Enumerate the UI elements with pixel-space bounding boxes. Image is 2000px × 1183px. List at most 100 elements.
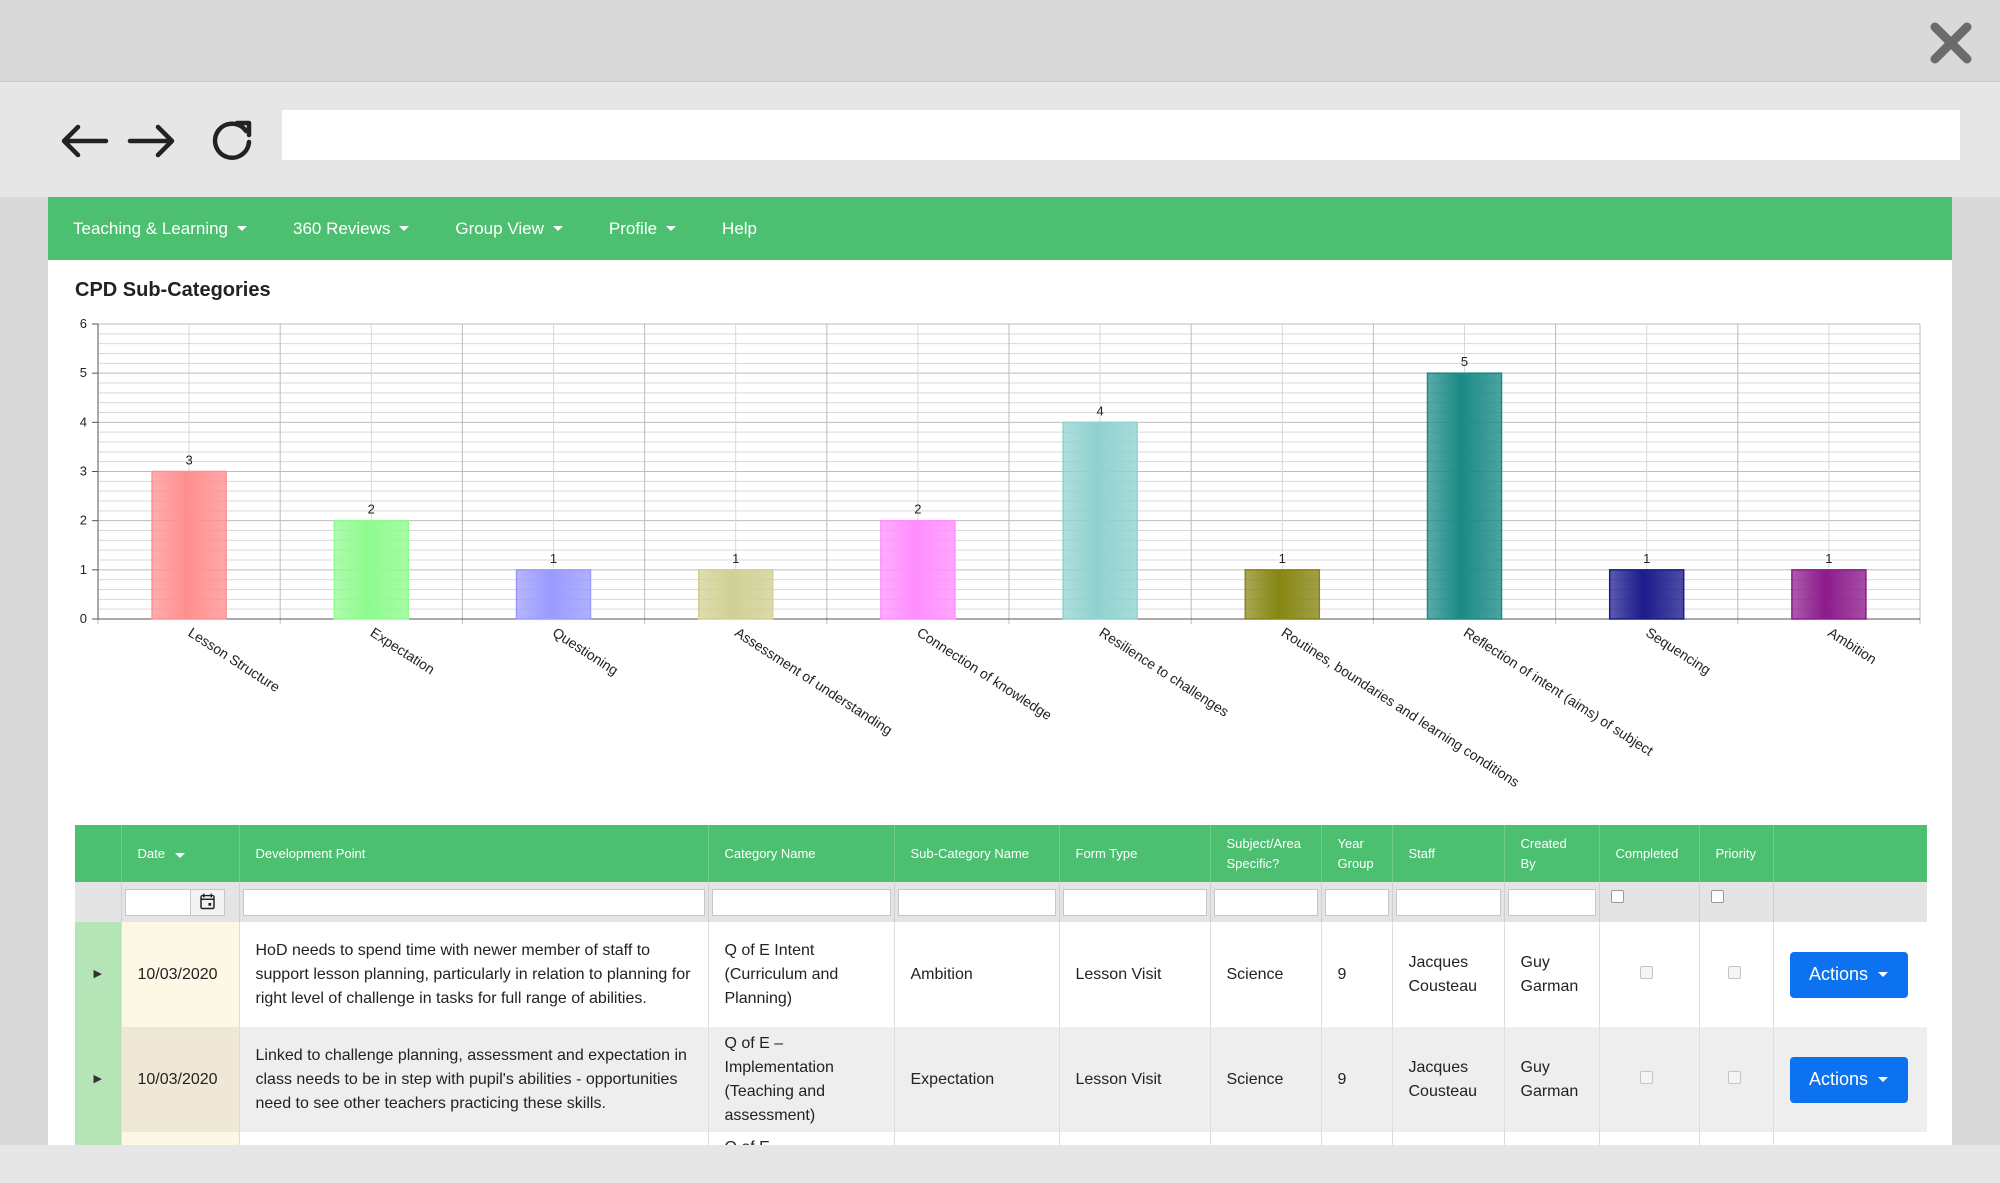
col-date[interactable]: Date	[121, 825, 240, 882]
filter-year-group	[1321, 882, 1393, 922]
cell-category: Q of E Intent (Curriculum and Planning)	[708, 922, 895, 1027]
completed-checkbox[interactable]	[1639, 1070, 1653, 1084]
col-development-point[interactable]: Development Point	[239, 825, 709, 882]
cell-created-by	[1504, 1132, 1600, 1145]
cell-completed	[1599, 1132, 1700, 1145]
menu-help[interactable]: Help	[722, 219, 757, 239]
expand-row-icon[interactable]: ▶	[75, 922, 122, 1027]
filter-subject	[1210, 882, 1322, 922]
cell-actions: Actions	[1773, 1027, 1927, 1132]
calendar-icon[interactable]	[190, 888, 225, 916]
bar	[1426, 372, 1503, 620]
col-year-group[interactable]: Year Group	[1321, 825, 1393, 882]
filter-category-input[interactable]	[711, 888, 891, 916]
menu-group-view[interactable]: Group View	[455, 219, 563, 239]
filter-completed	[1599, 882, 1700, 922]
data-table: Date Development Point Category Name Sub…	[75, 825, 1927, 1145]
cell-completed	[1599, 1027, 1700, 1132]
bar-value-label: 1	[1825, 551, 1832, 566]
col-priority[interactable]: Priority	[1699, 825, 1774, 882]
bar	[1062, 421, 1138, 620]
priority-checkbox[interactable]	[1727, 1070, 1741, 1084]
bar	[697, 569, 774, 620]
caret-down-icon	[552, 226, 563, 231]
category-label: Assessment of understanding	[732, 624, 895, 738]
back-arrow-icon[interactable]	[58, 115, 110, 167]
bar-value-label: 1	[1279, 551, 1286, 566]
window-bottom-edge	[0, 1145, 2000, 1183]
category-label: Connection of knowledge	[914, 624, 1055, 723]
cell-development-point: Linked to challenge planning, assessment…	[239, 1027, 709, 1132]
col-form-type[interactable]: Form Type	[1059, 825, 1211, 882]
bar	[880, 519, 956, 620]
actions-button[interactable]: Actions	[1789, 1056, 1908, 1103]
bar-value-label: 5	[1461, 354, 1468, 369]
main-menu: Teaching & Learning 360 Reviews Group Vi…	[48, 197, 1952, 260]
menu-360-reviews[interactable]: 360 Reviews	[293, 219, 410, 239]
filter-subject-input[interactable]	[1213, 888, 1318, 916]
category-label: Expectation	[368, 624, 438, 677]
page-content: Teaching & Learning 360 Reviews Group Vi…	[48, 197, 1952, 1145]
completed-checkbox[interactable]	[1639, 965, 1653, 979]
cell-completed	[1599, 922, 1700, 1027]
filter-form-type	[1059, 882, 1211, 922]
bar-chart: 0 1 2 3 4 5 6 3 Lesson Structure 2 Expectation 1 Que…	[80, 316, 1921, 790]
caret-down-icon	[399, 226, 410, 231]
filter-development-point-input[interactable]	[242, 888, 705, 916]
bar-value-label: 2	[368, 502, 375, 517]
menu-profile[interactable]: Profile	[608, 218, 677, 239]
filter-year-group-input[interactable]	[1324, 888, 1389, 916]
bar-value-label: 1	[550, 551, 557, 566]
col-sub-category-name[interactable]: Sub-Category Name	[894, 825, 1060, 882]
filter-sub-category-input[interactable]	[897, 888, 1056, 916]
caret-down-icon	[1878, 1077, 1889, 1082]
expand-row-icon[interactable]: ▶	[75, 1027, 122, 1132]
menu-item-label: Help	[722, 218, 758, 238]
menu-item-label: Profile	[608, 218, 658, 238]
col-completed[interactable]: Completed	[1599, 825, 1700, 882]
filter-created-by-input[interactable]	[1507, 888, 1596, 916]
table-row: ▶ 10/03/2020 HoD needs to spend time wit…	[75, 922, 1927, 1027]
actions-button[interactable]: Actions	[1789, 951, 1908, 998]
filter-form-type-input[interactable]	[1062, 888, 1207, 916]
col-created-by[interactable]: Created By	[1504, 825, 1600, 882]
bar-value-label: 4	[1096, 403, 1103, 418]
priority-checkbox[interactable]	[1727, 965, 1741, 979]
cell-date: 10/03/2020	[121, 922, 240, 1027]
filter-priority	[1699, 882, 1774, 922]
filter-date	[121, 882, 240, 922]
y-tick-label: 6	[80, 316, 87, 331]
col-category-name[interactable]: Category Name	[708, 825, 895, 882]
cell-staff: Jacques Cousteau	[1392, 1027, 1505, 1132]
y-tick-label: 5	[80, 365, 87, 380]
filter-priority-checkbox[interactable]	[1710, 889, 1724, 903]
expand-row-icon[interactable]: ▶	[75, 1132, 122, 1145]
forward-arrow-icon[interactable]	[126, 115, 178, 167]
cell-created-by: Guy Garman	[1504, 922, 1600, 1027]
filter-completed-checkbox[interactable]	[1610, 889, 1624, 903]
col-subject-area[interactable]: Subject/Area Specific?	[1210, 825, 1322, 882]
cell-year-group: 9	[1321, 922, 1393, 1027]
filter-cell	[75, 882, 122, 922]
bar-value-label: 2	[914, 502, 921, 517]
bar	[333, 519, 410, 620]
filter-date-input[interactable]	[124, 888, 191, 916]
url-input[interactable]	[282, 110, 1960, 160]
menu-teaching-learning[interactable]: Teaching & Learning	[73, 219, 248, 239]
filter-staff-input[interactable]	[1395, 888, 1501, 916]
category-label: Reflection of intent (aims) of subject	[1461, 624, 1656, 759]
bar-value-label: 1	[732, 551, 739, 566]
refresh-icon[interactable]	[206, 115, 258, 167]
filter-created-by	[1504, 882, 1600, 922]
cell-subject	[1210, 1132, 1322, 1145]
window-titlebar	[0, 0, 2000, 82]
bar	[1608, 569, 1685, 620]
cell-date	[121, 1132, 240, 1145]
filter-cell	[1773, 882, 1927, 922]
category-label: Ambition	[1825, 624, 1879, 667]
cell-priority	[1699, 922, 1774, 1027]
col-staff[interactable]: Staff	[1392, 825, 1505, 882]
close-icon[interactable]	[1928, 20, 1974, 66]
category-label: Resilience to challenges	[1096, 624, 1231, 720]
caret-down-icon	[1878, 972, 1889, 977]
